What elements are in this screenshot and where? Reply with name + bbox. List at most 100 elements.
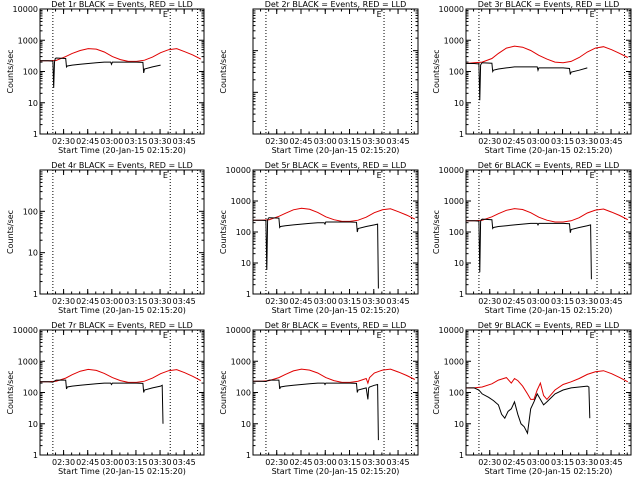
x-axis-label: Start Time (20-Jan-15 02:15:20) — [485, 467, 613, 476]
y-tick-label: 1000 — [231, 357, 251, 366]
y-axis-label: Counts/sec — [6, 210, 15, 254]
panel-title: Det 8r BLACK = Events, RED = LLD — [265, 321, 407, 330]
y-tick-label: 10000 — [439, 166, 464, 175]
x-tick-label: 02:30 — [478, 297, 501, 306]
y-axis-label: Counts/sec — [432, 49, 441, 93]
plot-frame — [39, 329, 205, 456]
events-series-line — [40, 379, 164, 424]
x-tick-label: 03:30 — [149, 137, 172, 146]
events-series-line — [466, 385, 591, 435]
y-axis-label: Counts/sec — [219, 370, 228, 414]
y-tick-label: 1000 — [18, 357, 38, 366]
y-axis-label: Counts/sec — [432, 370, 441, 414]
lld-series-line — [40, 48, 202, 62]
x-tick-label: 02:30 — [265, 458, 288, 467]
plot-frame — [465, 8, 632, 135]
events-series-line — [253, 379, 379, 441]
x-tick-label: 03:00 — [100, 458, 123, 467]
y-axis-label: Counts/sec — [219, 210, 228, 254]
panel-det-6: Det 6r BLACK = Events, RED = LLD 1 10 100 10… — [432, 161, 632, 315]
y-tick-label: 1 — [33, 451, 38, 460]
x-tick-label: 03:00 — [527, 297, 550, 306]
x-tick-label: 02:30 — [265, 137, 288, 146]
x-tick-label: 03:15 — [338, 458, 361, 467]
x-tick-label: 03:30 — [362, 297, 385, 306]
x-tick-label: 02:45 — [76, 458, 99, 467]
y-tick-label: 1 — [459, 451, 464, 460]
x-tick-label: 03:30 — [575, 297, 598, 306]
lld-series-line — [466, 208, 629, 223]
x-axis-label: Start Time (20-Jan-15 02:15:20) — [272, 146, 400, 155]
y-tick-label: 10000 — [13, 326, 38, 335]
y-tick-label: 10000 — [439, 326, 464, 335]
plot-frame — [252, 8, 419, 135]
y-tick-label: 10000 — [226, 166, 251, 175]
e-marker: E — [590, 331, 595, 340]
y-tick-label: 100 — [449, 389, 464, 398]
y-tick-label: 1 — [246, 290, 251, 299]
plot-frame — [39, 8, 205, 135]
panel-det-4: Det 4r BLACK = Events, RED = LLD 1 10 100 02… — [6, 161, 205, 315]
plot-frame — [252, 329, 419, 456]
x-tick-label: 03:30 — [149, 297, 172, 306]
panel-title: Det 7r BLACK = Events, RED = LLD — [51, 321, 193, 330]
y-tick-label: 10 — [241, 420, 251, 429]
x-tick-label: 02:30 — [52, 297, 75, 306]
x-axis-label: Start Time (20-Jan-15 02:15:20) — [485, 146, 613, 155]
x-tick-label: 03:30 — [575, 458, 598, 467]
x-tick-label: 02:45 — [76, 297, 99, 306]
panel-title: Det 2r BLACK = Events, RED = LLD — [265, 0, 407, 9]
y-tick-label: 10 — [454, 259, 464, 268]
y-tick-label: 1000 — [444, 197, 464, 206]
y-tick-label: 10 — [28, 249, 38, 258]
x-axis-label: Start Time (20-Jan-15 02:15:20) — [272, 467, 400, 476]
x-tick-label: 03:00 — [314, 297, 337, 306]
x-tick-label: 03:30 — [575, 137, 598, 146]
x-tick-label: 03:45 — [387, 297, 410, 306]
plot-frame — [252, 169, 419, 295]
x-tick-label: 03:00 — [527, 458, 550, 467]
x-tick-label: 03:45 — [387, 458, 410, 467]
x-tick-label: 02:45 — [502, 137, 525, 146]
x-tick-label: 03:45 — [173, 297, 196, 306]
plot-frame — [465, 169, 632, 295]
x-tick-label: 03:30 — [362, 137, 385, 146]
x-tick-label: 03:15 — [124, 458, 147, 467]
lld-series-line — [466, 45, 629, 64]
events-series-line — [466, 62, 588, 101]
lld-series-line — [40, 368, 202, 383]
plot-frame — [465, 329, 632, 456]
x-tick-label: 03:45 — [387, 137, 410, 146]
x-tick-label: 02:45 — [502, 297, 525, 306]
y-tick-label: 10 — [454, 99, 464, 108]
x-tick-label: 03:00 — [314, 458, 337, 467]
x-tick-label: 02:45 — [76, 137, 99, 146]
x-tick-label: 03:00 — [527, 137, 550, 146]
events-series-line — [466, 218, 592, 280]
x-tick-label: 03:45 — [173, 458, 196, 467]
e-marker: E — [590, 10, 595, 19]
x-tick-label: 03:15 — [338, 297, 361, 306]
x-tick-label: 02:30 — [265, 297, 288, 306]
y-tick-label: 10000 — [226, 326, 251, 335]
panel-det-2: Det 2r BLACK = Events, RED = LLD 02:30 02:… — [219, 0, 419, 155]
y-axis-label: Counts/sec — [6, 370, 15, 414]
y-tick-label: 1 — [33, 290, 38, 299]
y-axis-label: Counts/sec — [6, 49, 15, 93]
y-tick-label: 1000 — [231, 197, 251, 206]
lld-series-line — [253, 207, 416, 222]
panel-title: Det 5r BLACK = Events, RED = LLD — [265, 161, 407, 170]
x-tick-label: 02:45 — [289, 297, 312, 306]
lld-series-line — [253, 368, 416, 385]
x-tick-label: 03:00 — [100, 297, 123, 306]
x-tick-label: 03:45 — [600, 297, 623, 306]
e-marker: E — [377, 171, 382, 180]
y-tick-label: 100 — [236, 228, 251, 237]
x-tick-label: 02:30 — [52, 137, 75, 146]
panel-title: Det 9r BLACK = Events, RED = LLD — [478, 321, 620, 330]
x-axis-label: Start Time (20-Jan-15 02:15:20) — [485, 306, 613, 315]
x-tick-label: 02:30 — [478, 458, 501, 467]
x-tick-label: 03:00 — [314, 137, 337, 146]
y-tick-label: 10 — [241, 259, 251, 268]
